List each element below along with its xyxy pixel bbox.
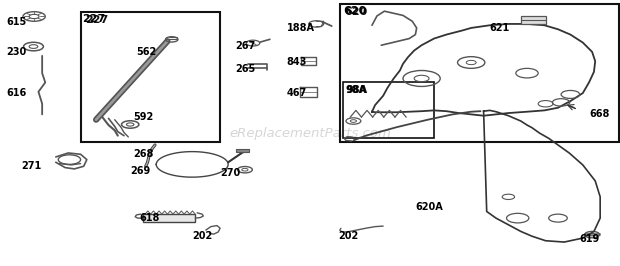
Bar [81, 12, 220, 142]
Text: 615: 615 [6, 17, 27, 27]
Text: 268: 268 [133, 149, 154, 159]
Text: 230: 230 [6, 47, 27, 57]
Text: 618: 618 [140, 213, 160, 223]
Text: 843: 843 [286, 57, 307, 67]
Text: eReplacementParts.com: eReplacementParts.com [229, 127, 391, 139]
Text: 188A: 188A [286, 23, 314, 33]
Text: 265: 265 [236, 64, 256, 74]
Text: 620: 620 [345, 7, 368, 17]
Text: 227: 227 [82, 14, 105, 24]
Text: 269: 269 [130, 166, 151, 176]
Text: 620: 620 [343, 6, 367, 16]
Text: 202: 202 [338, 231, 358, 242]
Text: 271: 271 [22, 161, 42, 171]
Bar [340, 4, 619, 142]
Text: 619: 619 [580, 234, 600, 244]
Bar [521, 16, 546, 24]
Text: 98A: 98A [345, 85, 366, 95]
Text: 270: 270 [220, 168, 241, 178]
Bar [343, 82, 434, 138]
Text: 467: 467 [286, 88, 307, 98]
Text: 267: 267 [236, 41, 256, 51]
Bar [236, 149, 249, 152]
Text: 562: 562 [136, 47, 157, 57]
Bar [143, 214, 195, 222]
Text: 592: 592 [133, 112, 154, 122]
Text: 98A: 98A [347, 85, 368, 95]
Text: 668: 668 [589, 109, 609, 119]
Text: 620A: 620A [415, 202, 443, 212]
Text: 227: 227 [86, 15, 109, 25]
Text: 621: 621 [490, 23, 510, 33]
Text: 202: 202 [192, 231, 213, 242]
Text: 616: 616 [6, 88, 27, 98]
